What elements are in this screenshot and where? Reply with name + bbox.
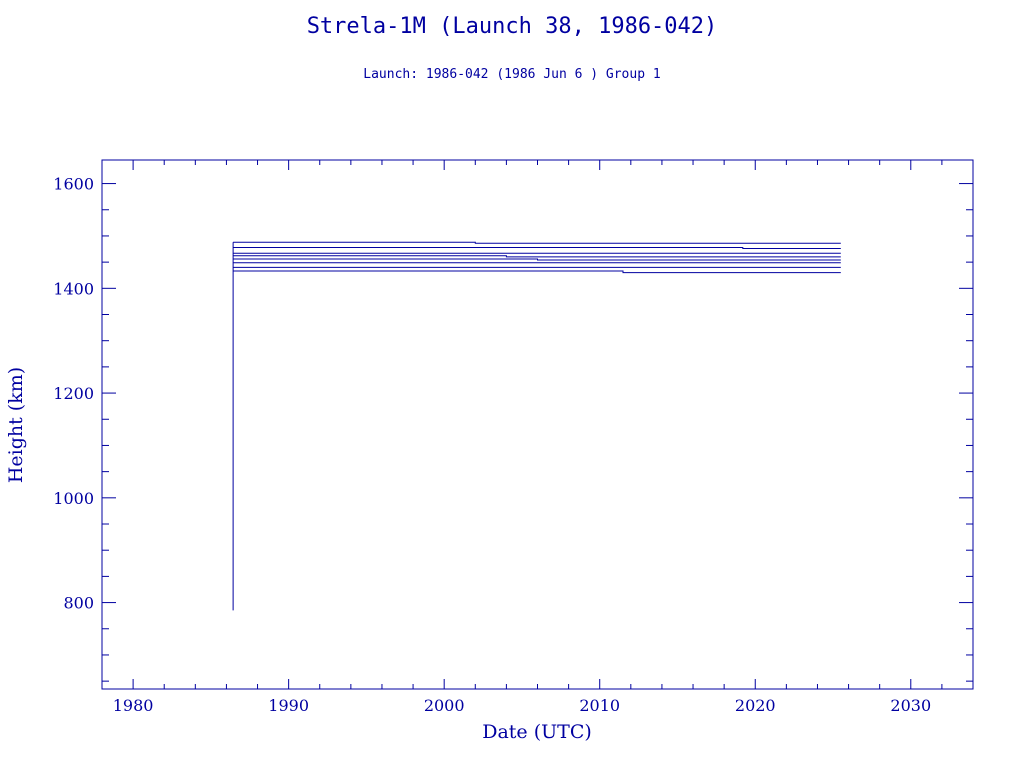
x-tick-label: 2010 xyxy=(579,696,620,715)
x-tick-label: 1980 xyxy=(113,696,154,715)
series-line-2 xyxy=(233,247,841,249)
y-tick-label: 1400 xyxy=(53,279,94,298)
series-line-5 xyxy=(233,258,841,261)
x-axis-label: Date (UTC) xyxy=(482,721,592,743)
y-tick-label: 1000 xyxy=(53,489,94,508)
series-line-1 xyxy=(233,241,841,244)
x-tick-label: 2020 xyxy=(735,696,776,715)
x-tick-label: 1990 xyxy=(268,696,309,715)
series-line-8 xyxy=(233,270,841,274)
x-tick-label: 2000 xyxy=(424,696,465,715)
x-tick-label: 2030 xyxy=(890,696,931,715)
series-line-4 xyxy=(233,255,841,258)
y-tick-label: 800 xyxy=(63,594,94,613)
series-group xyxy=(232,241,841,611)
y-axis-label: Height (km) xyxy=(5,367,27,483)
y-tick-label: 1200 xyxy=(53,384,94,403)
y-tick-label: 1600 xyxy=(53,175,94,194)
chart-title: Strela-1M (Launch 38, 1986-042) xyxy=(306,14,718,39)
axis-ticks: 1980 1990 2000 2010 2020 2030 800 1000 1200 1400 1… xyxy=(53,160,974,715)
chart-subtitle: Launch: 1986-042 (1986 Jun 6 ) Group 1 xyxy=(363,67,661,82)
